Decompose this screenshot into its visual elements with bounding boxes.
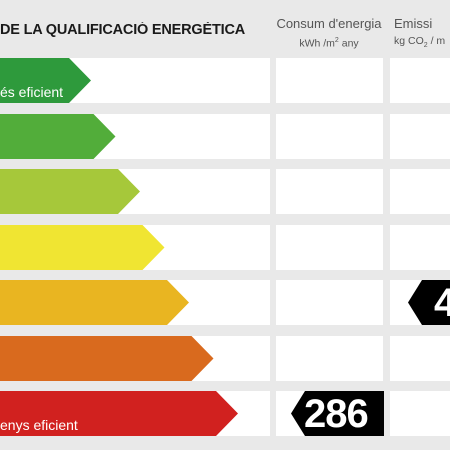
consumption-cell — [276, 335, 383, 381]
emissions-cell — [390, 169, 450, 214]
rating-row: és eficient — [0, 58, 450, 103]
emissions-cell — [390, 391, 450, 436]
header: DE LA QUALIFICACIÓ ENERGÈTICA Consum d'e… — [0, 0, 450, 58]
emissions-cell — [390, 224, 450, 270]
emissions-header-unit: kg CO2 / m — [394, 35, 446, 50]
rating-row — [0, 224, 450, 270]
rating-bar — [0, 169, 140, 214]
consumption-column-header: Consum d'energia kWh /m2 any — [275, 16, 383, 53]
consumption-cell — [276, 224, 383, 270]
rating-bar: és eficient — [0, 58, 91, 103]
consumption-cell — [276, 169, 383, 214]
rating-row — [0, 335, 450, 381]
emissions-header-label: Emissi — [394, 16, 433, 31]
rating-bar-label: enys eficient — [0, 417, 78, 433]
rating-bar — [0, 335, 214, 381]
emissions-marker-value: 4 — [434, 281, 450, 325]
rating-row — [0, 169, 450, 214]
emissions-marker: 4 — [408, 280, 450, 325]
consumption-cell — [276, 58, 383, 103]
rating-bar: enys eficient — [0, 391, 238, 436]
rating-bar — [0, 113, 116, 159]
page-title: DE LA QUALIFICACIÓ ENERGÈTICA — [0, 22, 245, 38]
rating-row: enys eficient 286 — [0, 391, 450, 436]
rating-row — [0, 113, 450, 159]
consumption-header-unit: kWh /m2 any — [299, 37, 359, 50]
emissions-cell — [390, 58, 450, 103]
consumption-cell — [276, 113, 383, 159]
consumption-marker: 286 — [291, 391, 384, 436]
emissions-cell — [390, 113, 450, 159]
consumption-cell — [276, 280, 383, 325]
rating-bar-label: és eficient — [0, 84, 64, 100]
rating-row: 4 — [0, 280, 450, 325]
consumption-header-label: Consum d'energia — [276, 16, 382, 31]
rating-bar — [0, 224, 165, 270]
rating-bar — [0, 280, 189, 325]
emissions-cell — [390, 335, 450, 381]
consumption-marker-value: 286 — [304, 392, 369, 436]
emissions-column-header: Emissi kg CO2 / m — [390, 16, 450, 55]
